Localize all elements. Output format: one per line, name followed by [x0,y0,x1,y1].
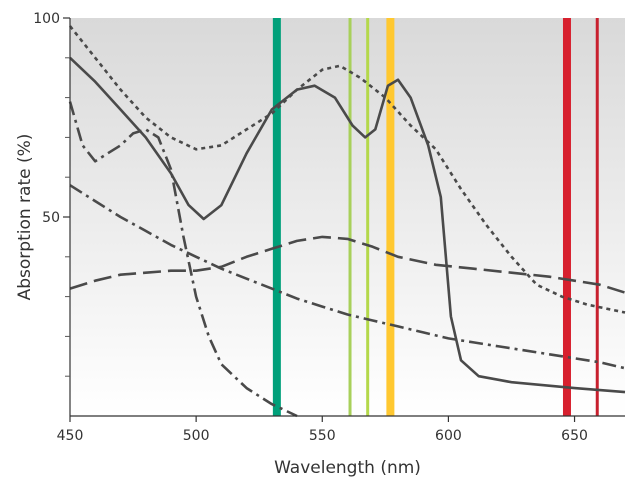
curve-dash-dash-dot [68,101,298,418]
laser-line-647 [562,18,571,416]
curve-long-dash [69,235,626,294]
y-axis-label: Absorption rate (%) [15,134,35,301]
laser-line-568 [366,18,370,416]
x-axis-label: Wavelength (nm) [274,458,421,478]
laser-line-577 [386,18,395,416]
x-tick-label: 500 [183,428,210,444]
absorption-curves [68,25,626,418]
axes: 450 500 550 600 650 100 50 [33,11,625,444]
y-tick-label: 50 [42,210,60,226]
curve-dash-dot [69,184,626,370]
x-tick-label: 550 [309,428,336,444]
laser-lines [272,18,599,416]
laser-line-561 [348,18,352,416]
x-tick-label: 450 [57,428,84,444]
y-tick-label: 100 [33,11,60,27]
plot-background [70,18,625,416]
x-tick-label: 650 [561,428,588,444]
curve-solid [69,56,626,394]
laser-line-659 [595,18,599,416]
laser-line-532 [272,18,281,416]
x-tick-label: 600 [435,428,462,444]
